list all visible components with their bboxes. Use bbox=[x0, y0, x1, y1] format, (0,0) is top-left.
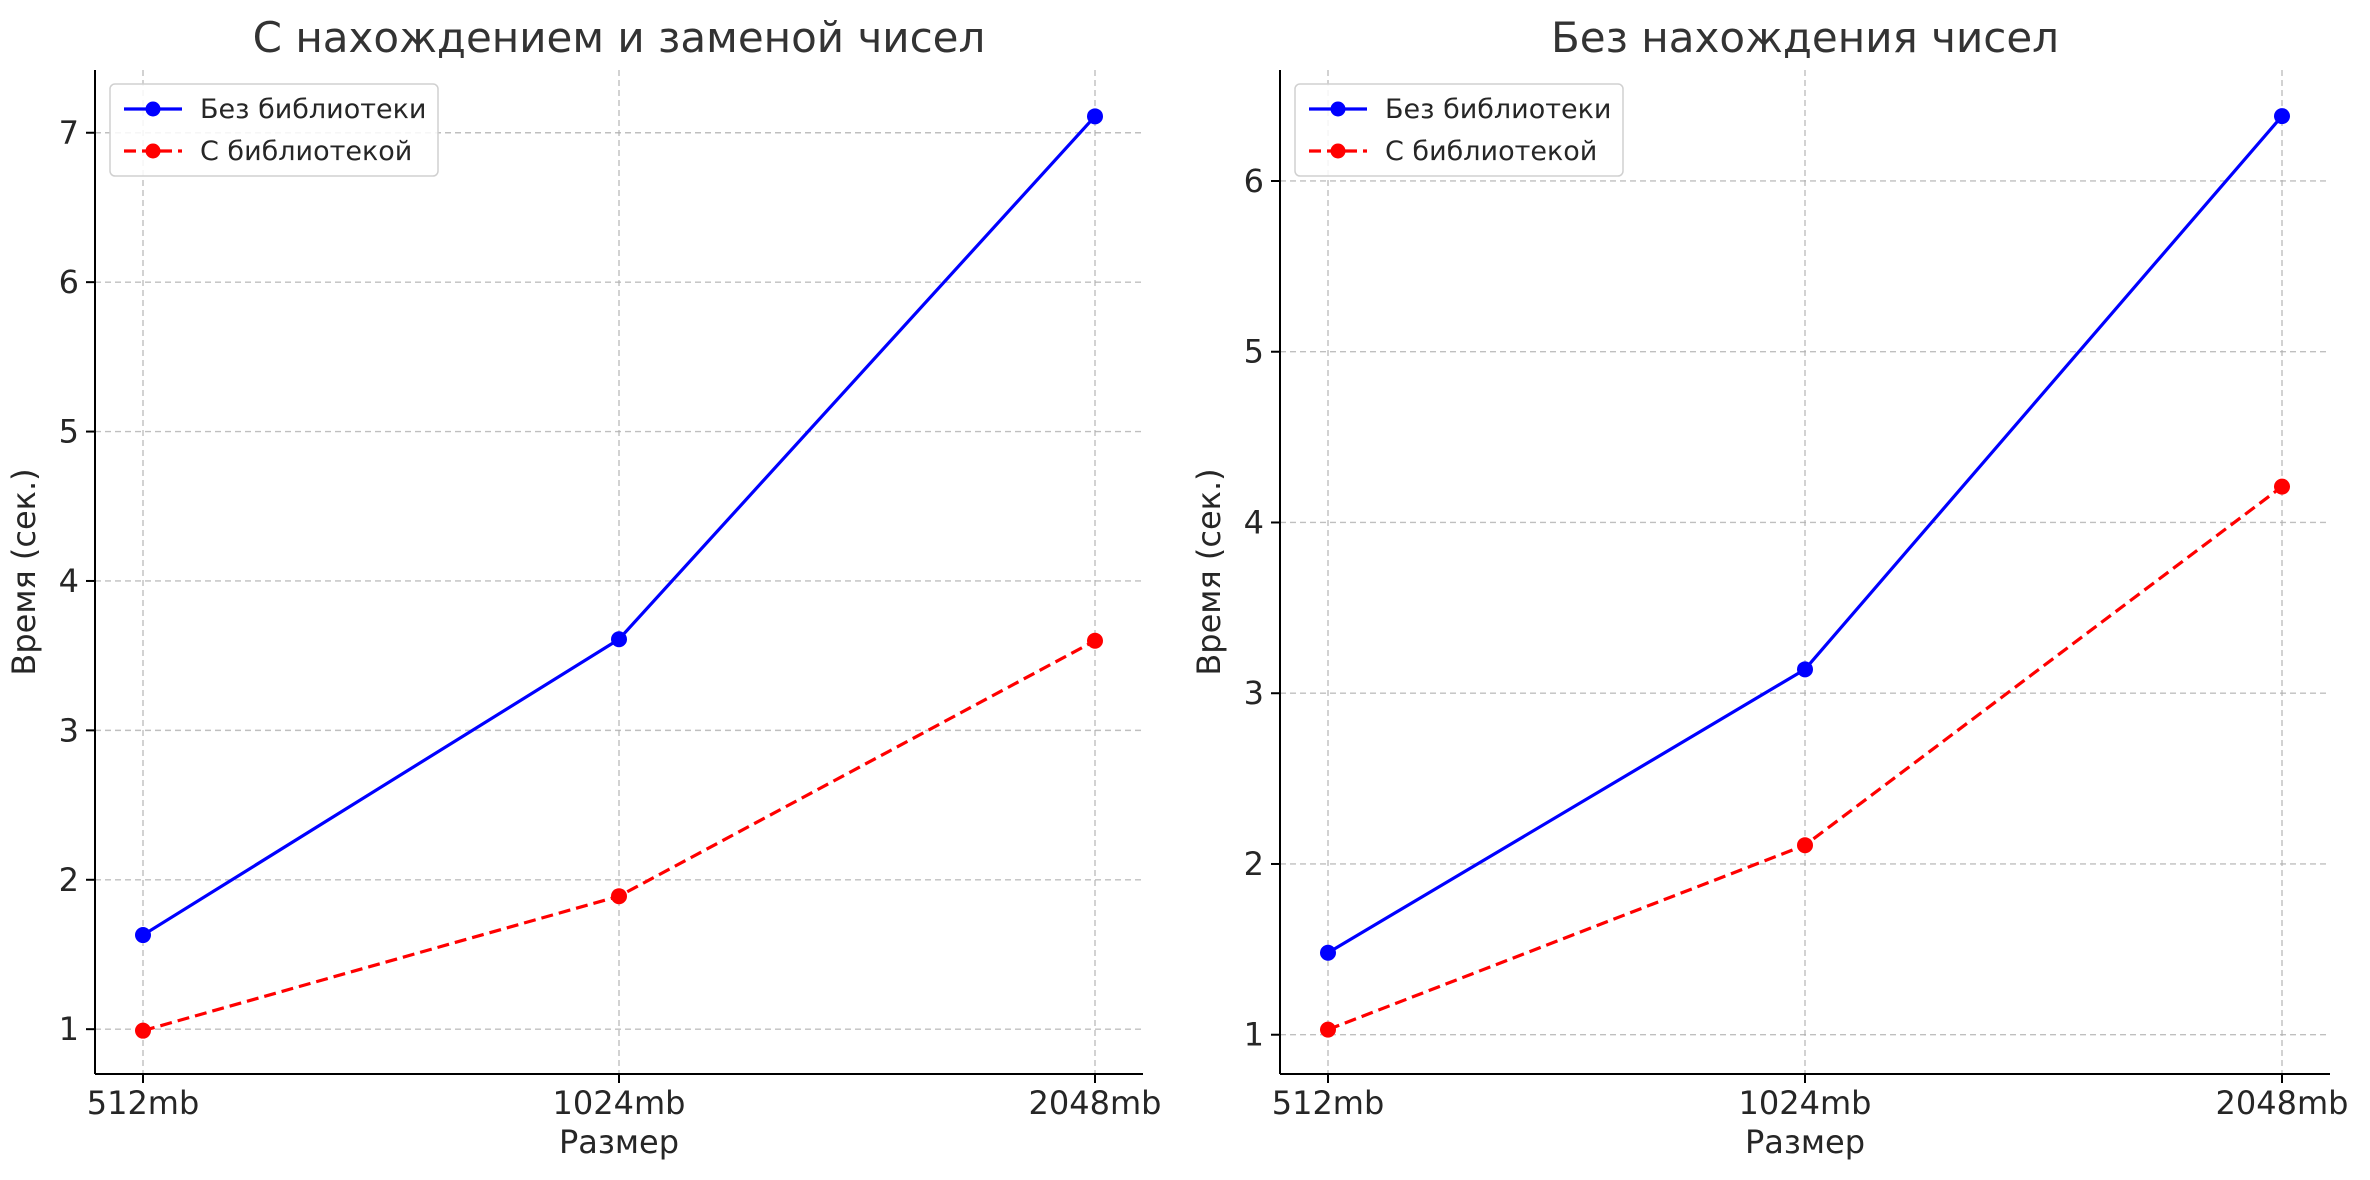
legend-marker bbox=[145, 143, 161, 159]
legend-marker bbox=[1330, 143, 1346, 159]
x-tick-label: 512mb bbox=[1272, 1084, 1385, 1122]
legend-box bbox=[1294, 83, 1624, 177]
data-point bbox=[611, 631, 627, 648]
y-tick-label: 1 bbox=[1244, 1016, 1264, 1054]
data-point bbox=[135, 1022, 151, 1039]
legend: Без библиотеки С библиотекой bbox=[109, 83, 439, 177]
legend-box bbox=[109, 83, 439, 177]
y-tick-label: 2 bbox=[1244, 845, 1264, 883]
data-point bbox=[1797, 661, 1813, 678]
y-tick-label: 5 bbox=[1244, 333, 1264, 371]
series-1 bbox=[1320, 478, 2290, 1038]
y-tick-label: 6 bbox=[59, 263, 79, 301]
chart-title: С нахождением и заменой чисел bbox=[253, 13, 986, 62]
data-point bbox=[1797, 837, 1813, 854]
legend-marker bbox=[145, 101, 161, 117]
series-0 bbox=[1320, 108, 2290, 961]
data-point bbox=[1320, 1021, 1336, 1038]
chart-left: 1 2 3 4 5 6 7 512mb 1024mb 2048mb Размер Время (сек… bbox=[5, 13, 1161, 1161]
data-point bbox=[1087, 108, 1103, 125]
y-tick-label: 1 bbox=[59, 1010, 79, 1048]
series-1 bbox=[135, 632, 1103, 1039]
grid bbox=[1280, 70, 2330, 1074]
legend-marker bbox=[1330, 101, 1346, 117]
legend-label: Без библиотеки bbox=[1385, 94, 1611, 125]
data-point bbox=[135, 927, 151, 944]
series-line bbox=[1327, 485, 2283, 1032]
y-tick-label: 3 bbox=[59, 711, 79, 749]
data-point bbox=[1320, 944, 1336, 961]
legend-label: С библиотекой bbox=[200, 136, 412, 167]
x-tick-label: 2048mb bbox=[2216, 1084, 2349, 1122]
x-tick-label: 512mb bbox=[87, 1084, 200, 1122]
x-tick-label: 1024mb bbox=[553, 1084, 686, 1122]
y-axis-label: Время (сек.) bbox=[1190, 468, 1228, 675]
y-tick-label: 7 bbox=[59, 114, 79, 152]
data-point bbox=[611, 888, 627, 905]
legend-label: Без библиотеки bbox=[200, 94, 426, 125]
series-0 bbox=[135, 108, 1103, 944]
y-tick-label: 5 bbox=[59, 413, 79, 451]
y-tick-label: 4 bbox=[59, 562, 79, 600]
x-axis-label: Размер bbox=[559, 1123, 679, 1161]
y-tick-label: 6 bbox=[1244, 162, 1264, 200]
x-axis-label: Размер bbox=[1745, 1123, 1865, 1161]
legend-label: С библиотекой bbox=[1385, 136, 1597, 167]
data-point bbox=[1087, 632, 1103, 649]
x-tick-label: 2048mb bbox=[1029, 1084, 1162, 1122]
y-axis-label: Время (сек.) bbox=[5, 468, 43, 675]
x-tick-label: 1024mb bbox=[1739, 1084, 1872, 1122]
chart-title: Без нахождения чисел bbox=[1551, 13, 2059, 62]
y-tick-label: 4 bbox=[1244, 503, 1264, 541]
legend: Без библиотеки С библиотекой bbox=[1294, 83, 1624, 177]
data-point bbox=[2274, 478, 2290, 495]
grid bbox=[95, 70, 1143, 1074]
chart-right: 1 2 3 4 5 6 512mb 1024mb 2048mb Размер Время (сек.… bbox=[1190, 13, 2348, 1161]
y-tick-label: 2 bbox=[59, 861, 79, 899]
y-tick-label: 3 bbox=[1244, 674, 1264, 712]
data-point bbox=[2274, 108, 2290, 125]
